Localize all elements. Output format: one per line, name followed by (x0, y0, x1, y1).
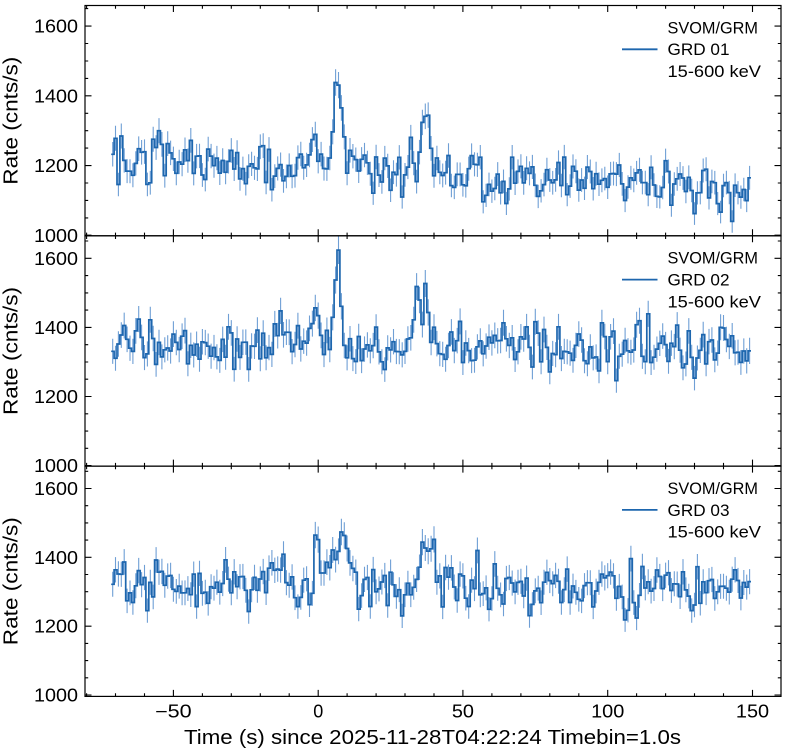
svg-text:SVOM/GRM: SVOM/GRM (668, 479, 759, 498)
svg-text:15-600 keV: 15-600 keV (668, 62, 762, 81)
svg-text:150: 150 (736, 702, 769, 722)
svg-text:100: 100 (591, 702, 624, 722)
svg-text:1600: 1600 (34, 479, 78, 499)
svg-text:SVOM/GRM: SVOM/GRM (668, 249, 759, 268)
svg-text:1200: 1200 (34, 617, 78, 637)
svg-text:GRD 01: GRD 01 (668, 40, 730, 59)
svg-text:Rate (cnts/s): Rate (cnts/s) (1, 517, 23, 645)
svg-text:Time (s) since 2025-11-28T04:2: Time (s) since 2025-11-28T04:22:24 Timeb… (184, 726, 681, 749)
svg-text:Rate (cnts/s): Rate (cnts/s) (1, 57, 23, 185)
svg-text:1400: 1400 (34, 86, 78, 106)
svg-text:1200: 1200 (34, 387, 78, 407)
svg-text:1000: 1000 (34, 686, 78, 706)
svg-text:15-600 keV: 15-600 keV (668, 523, 762, 542)
svg-text:1600: 1600 (34, 249, 78, 269)
svg-text:0: 0 (313, 702, 323, 722)
svg-text:GRD 03: GRD 03 (668, 501, 730, 520)
svg-text:15-600 keV: 15-600 keV (668, 292, 762, 311)
svg-text:SVOM/GRM: SVOM/GRM (668, 18, 759, 37)
svg-text:1000: 1000 (34, 456, 78, 476)
svg-text:1600: 1600 (34, 17, 78, 37)
svg-text:−50: −50 (155, 702, 192, 722)
svg-text:1400: 1400 (34, 318, 78, 338)
svg-text:50: 50 (452, 702, 474, 722)
svg-text:Rate (cnts/s): Rate (cnts/s) (1, 287, 23, 415)
svg-text:1400: 1400 (34, 548, 78, 568)
svg-text:1200: 1200 (34, 156, 78, 176)
svg-text:GRD 02: GRD 02 (668, 271, 730, 290)
svg-text:1000: 1000 (34, 226, 78, 246)
